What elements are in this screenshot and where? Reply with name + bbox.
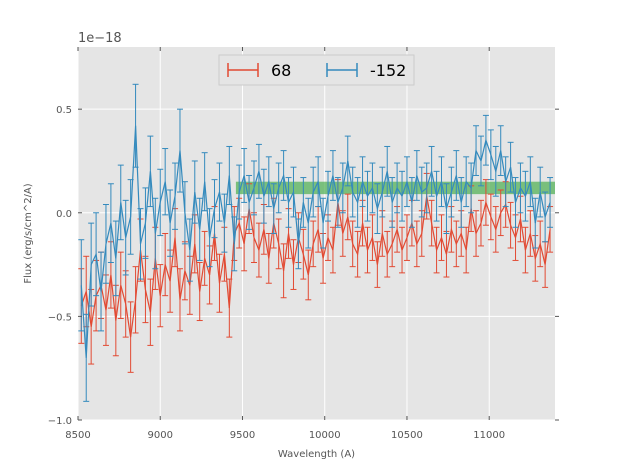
series-line: [80, 125, 551, 358]
y-tick-label: −1.0: [48, 416, 72, 427]
y-tick-label: 0.5: [56, 105, 72, 116]
y-tick-label: 0.0: [56, 209, 72, 220]
axis-ticks: 8500 9000 9500 10000 10500 11000 −1.0 −0.5 0.0 0.…: [48, 47, 559, 441]
x-tick-label: 8500: [65, 430, 90, 441]
x-tick-label: 10500: [391, 430, 423, 441]
series-layer: [78, 83, 554, 402]
x-axis-label: Wavelength (A): [278, 449, 355, 460]
series-minus152: [78, 83, 554, 402]
legend-label-minus152: -152: [370, 61, 406, 80]
highlight-band: [235, 181, 555, 195]
x-tick-label: 9000: [148, 430, 173, 441]
highlight-band-layer: [235, 181, 555, 195]
x-tick-label: 10000: [309, 430, 341, 441]
y-offset-text: 1e−18: [78, 31, 122, 46]
y-tick-label: −0.5: [48, 312, 72, 323]
x-tick-label: 11000: [473, 430, 505, 441]
x-tick-label: 9500: [230, 430, 255, 441]
y-axis-label: Flux (erg/s/cm^2/A): [23, 183, 34, 283]
legend: 68 -152: [218, 54, 415, 86]
legend-label-68: 68: [271, 61, 291, 80]
